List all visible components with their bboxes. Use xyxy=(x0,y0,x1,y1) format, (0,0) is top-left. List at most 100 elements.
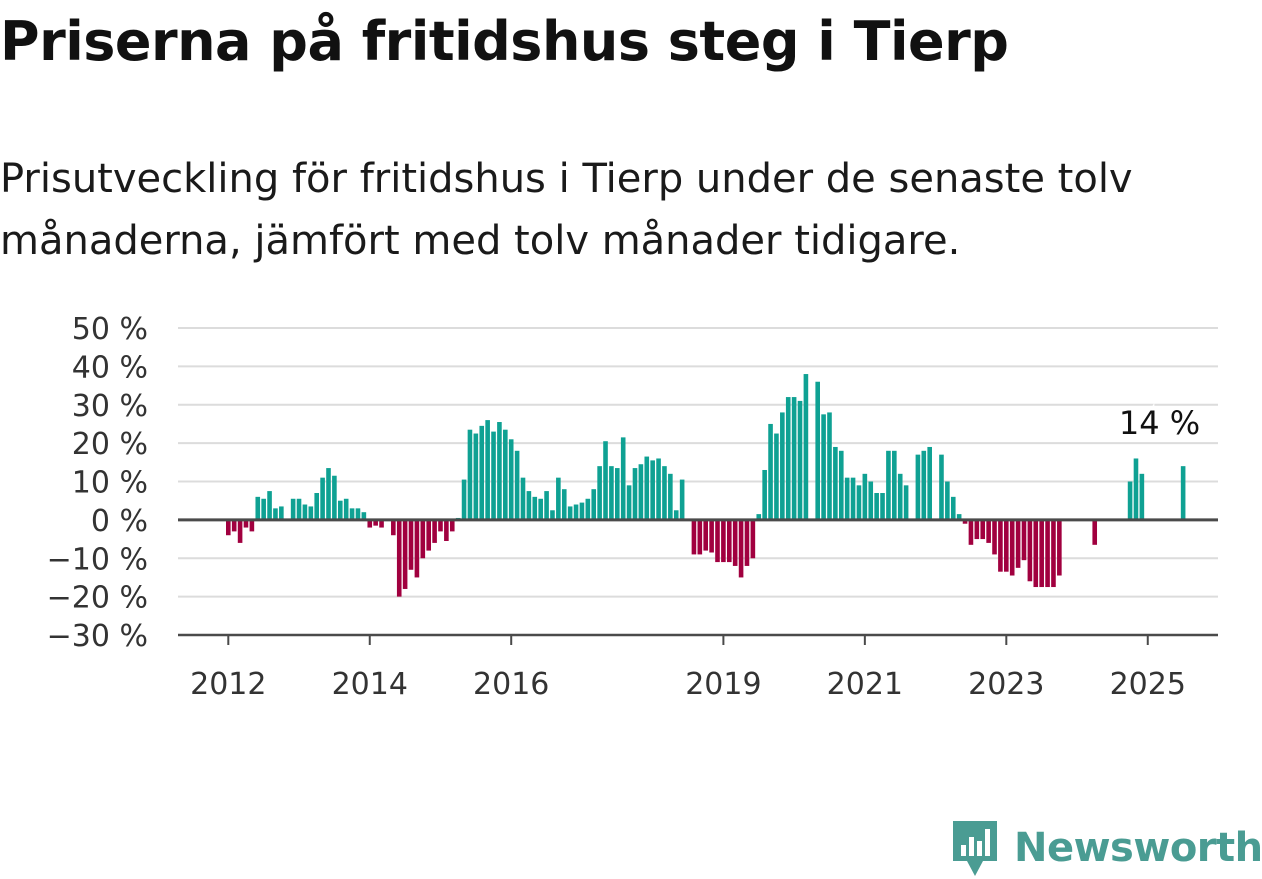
bar xyxy=(856,485,862,520)
bar xyxy=(768,423,773,520)
bar xyxy=(980,519,986,540)
bar xyxy=(349,508,355,520)
bar xyxy=(609,466,614,520)
bar xyxy=(744,519,750,566)
grid-lines xyxy=(178,327,1218,598)
bar xyxy=(738,519,744,578)
bar xyxy=(950,496,956,520)
bar xyxy=(1045,519,1050,588)
bar xyxy=(697,519,703,555)
bar xyxy=(361,512,367,520)
bar xyxy=(290,498,296,520)
bar xyxy=(1092,519,1098,545)
y-tick-label: 30 % xyxy=(72,389,148,424)
bar xyxy=(508,439,514,520)
x-tick-label: 2021 xyxy=(827,667,903,700)
bar xyxy=(939,454,944,520)
bar xyxy=(1021,519,1027,561)
bar xyxy=(237,519,243,543)
bar xyxy=(367,519,373,528)
y-tick-label: 20 % xyxy=(72,427,148,462)
bar xyxy=(1139,473,1145,520)
bar xyxy=(461,479,467,520)
bar xyxy=(632,468,638,520)
bar xyxy=(444,519,449,541)
bar xyxy=(1015,519,1021,568)
bar xyxy=(956,514,962,520)
bar xyxy=(373,519,378,526)
bar xyxy=(273,508,278,520)
bar xyxy=(420,519,426,559)
bar xyxy=(1009,519,1015,576)
y-tick-label: 50 % xyxy=(72,312,148,347)
bar xyxy=(732,519,738,566)
bar xyxy=(255,496,261,520)
bar xyxy=(514,450,520,520)
bar xyxy=(326,468,331,520)
bar xyxy=(414,519,420,578)
bar xyxy=(626,485,632,520)
bar xyxy=(821,414,826,520)
bar xyxy=(491,431,496,520)
bar xyxy=(785,397,791,520)
bar xyxy=(709,519,714,553)
bar xyxy=(485,420,490,520)
bar xyxy=(408,519,414,570)
annotation-label: 14 % xyxy=(1119,404,1200,442)
bar xyxy=(497,422,502,520)
bar xyxy=(615,468,620,520)
bar xyxy=(343,498,349,520)
bar xyxy=(945,481,950,520)
x-tick-label: 2019 xyxy=(685,667,761,700)
bar xyxy=(874,493,879,520)
bar xyxy=(526,491,532,520)
bar xyxy=(520,477,526,520)
bar xyxy=(302,504,308,520)
bar xyxy=(320,477,325,520)
y-tick-label: −30 % xyxy=(47,619,148,654)
bar xyxy=(402,519,408,589)
x-axis-ticks: 2012 2014 2016 2019 2021 2023 2025 xyxy=(190,635,1186,700)
y-tick-label: 40 % xyxy=(72,350,148,385)
bar xyxy=(880,493,885,520)
axes xyxy=(178,518,1218,637)
bar xyxy=(673,510,679,520)
bar xyxy=(992,519,997,555)
bar xyxy=(296,498,302,520)
bar xyxy=(797,400,803,520)
bar xyxy=(868,481,874,520)
bar xyxy=(850,477,856,520)
bar xyxy=(886,450,891,520)
bar xyxy=(721,519,726,563)
bar xyxy=(226,519,231,536)
bar xyxy=(650,460,655,520)
y-tick-label: −20 % xyxy=(47,581,148,616)
bar xyxy=(638,464,644,520)
bars xyxy=(226,374,1186,597)
bar xyxy=(1004,519,1009,572)
bar xyxy=(261,498,266,520)
bar xyxy=(774,433,779,520)
bar xyxy=(332,475,337,520)
bar xyxy=(998,519,1003,572)
x-tick-label: 2025 xyxy=(1110,667,1186,700)
bar xyxy=(892,450,897,520)
bar xyxy=(544,491,549,520)
bar xyxy=(449,519,455,532)
bar xyxy=(591,489,597,520)
y-tick-label: −10 % xyxy=(47,542,148,577)
bar xyxy=(1027,519,1033,582)
bar xyxy=(1127,481,1133,520)
bar xyxy=(355,508,361,520)
bar xyxy=(1133,458,1139,520)
bar xyxy=(1180,466,1186,520)
logo-text: Newsworthy xyxy=(1014,825,1262,871)
bar xyxy=(585,498,591,520)
bar xyxy=(479,425,485,520)
bar xyxy=(962,519,968,524)
bar xyxy=(550,510,555,520)
bar xyxy=(726,519,732,563)
bar xyxy=(1033,519,1039,588)
bar xyxy=(844,477,850,520)
bar xyxy=(791,397,797,520)
